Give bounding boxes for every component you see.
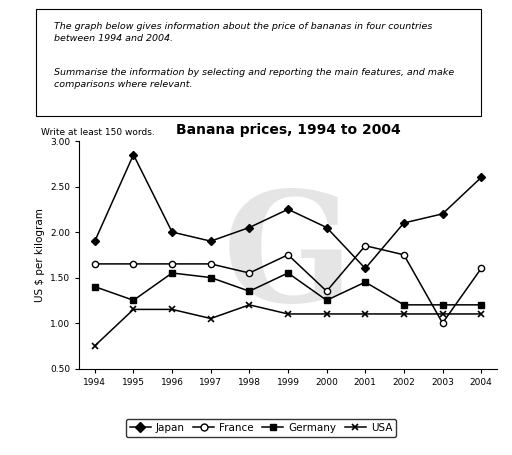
Japan: [285, 207, 291, 212]
Japan: [131, 152, 137, 157]
Japan: [208, 238, 214, 244]
USA: [401, 311, 407, 317]
France: [131, 261, 137, 267]
Germany: [92, 284, 98, 289]
Germany: [362, 279, 368, 285]
USA: [246, 302, 252, 308]
USA: [439, 311, 445, 317]
Germany: [208, 275, 214, 280]
Legend: Japan, France, Germany, USA: Japan, France, Germany, USA: [126, 419, 396, 437]
Germany: [169, 270, 175, 276]
Line: USA: USA: [91, 301, 485, 349]
USA: [131, 307, 137, 312]
Japan: [439, 211, 445, 217]
Germany: [285, 270, 291, 276]
USA: [478, 311, 484, 317]
Line: France: France: [92, 243, 484, 326]
Japan: [169, 229, 175, 235]
France: [439, 320, 445, 326]
Line: Japan: Japan: [92, 152, 484, 272]
France: [285, 252, 291, 258]
Text: Summarise the information by selecting and reporting the main features, and make: Summarise the information by selecting a…: [54, 68, 454, 89]
France: [208, 261, 214, 267]
Germany: [246, 288, 252, 294]
FancyBboxPatch shape: [36, 9, 481, 116]
Germany: [131, 298, 137, 303]
Line: Germany: Germany: [92, 270, 484, 308]
Germany: [324, 298, 330, 303]
Japan: [92, 238, 98, 244]
France: [92, 261, 98, 267]
Y-axis label: US $ per kilogram: US $ per kilogram: [35, 208, 45, 302]
Japan: [401, 220, 407, 226]
USA: [362, 311, 368, 317]
USA: [92, 343, 98, 349]
USA: [285, 311, 291, 317]
France: [169, 261, 175, 267]
Japan: [362, 266, 368, 271]
France: [362, 243, 368, 248]
USA: [324, 311, 330, 317]
Japan: [478, 175, 484, 180]
Text: The graph below gives information about the price of bananas in four countries
b: The graph below gives information about …: [54, 22, 432, 43]
Text: G: G: [223, 185, 353, 334]
Germany: [439, 302, 445, 308]
Japan: [246, 225, 252, 230]
USA: [208, 316, 214, 321]
France: [324, 288, 330, 294]
Germany: [478, 302, 484, 308]
Text: Write at least 150 words.: Write at least 150 words.: [41, 128, 155, 137]
Germany: [401, 302, 407, 308]
USA: [169, 307, 175, 312]
Japan: [324, 225, 330, 230]
France: [246, 270, 252, 276]
France: [401, 252, 407, 258]
France: [478, 266, 484, 271]
Title: Banana prices, 1994 to 2004: Banana prices, 1994 to 2004: [176, 123, 400, 137]
